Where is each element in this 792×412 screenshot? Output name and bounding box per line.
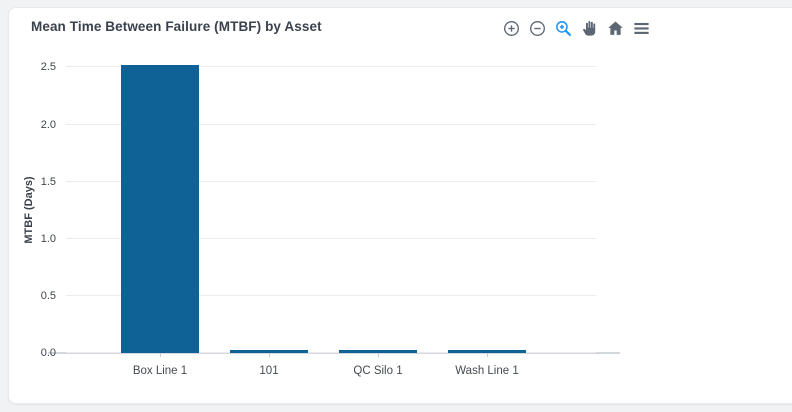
x-tick-label-qc-silo-1: QC Silo 1 [353, 365, 403, 377]
menu-icon[interactable] [631, 18, 652, 39]
gridline-y-2.5 [66, 66, 596, 68]
x-tick-mark-101 [269, 353, 270, 357]
x-tick-label-wash-line-1: Wash Line 1 [455, 365, 519, 377]
chart-toolbar [501, 18, 652, 39]
zoom-out-icon[interactable] [527, 18, 548, 39]
box-zoom-icon[interactable] [553, 18, 574, 39]
x-axis-line [48, 352, 620, 354]
bar-box-line-1[interactable] [121, 65, 199, 353]
y-tick-label-0.5: 0.5 [40, 289, 56, 302]
pan-icon[interactable] [579, 18, 600, 39]
chart-title: Mean Time Between Failure (MTBF) by Asse… [31, 19, 322, 34]
plot-wrap: MTBF (Days) 0.0 0.5 1.0 1.5 2.0 2.5 Box Line 1… [9, 8, 792, 405]
plot-area: 0.0 0.5 1.0 1.5 2.0 2.5 Box Line 1 101 QC Silo 1… [41, 56, 620, 377]
gridline-y-1.5 [66, 180, 596, 182]
gridline-y-0.5 [66, 294, 596, 296]
x-tick-mark-wash-line-1 [487, 353, 488, 357]
x-tick-mark-box-line-1 [160, 353, 161, 357]
gridline-y-1.0 [66, 237, 596, 239]
bar-qc-silo-1[interactable] [339, 349, 417, 353]
y-tick-label-2.0: 2.0 [40, 118, 56, 131]
y-tick-label-2.5: 2.5 [40, 61, 56, 74]
gridline-y-2.0 [66, 123, 596, 125]
y-tick-label-1.0: 1.0 [40, 232, 56, 245]
x-tick-label-101: 101 [259, 365, 279, 377]
bar-101[interactable] [230, 349, 308, 353]
gridline-y-0.0 [66, 352, 596, 353]
zoom-in-icon[interactable] [501, 18, 522, 39]
y-axis-title: MTBF (Days) [23, 176, 35, 244]
x-tick-mark-qc-silo-1 [378, 353, 379, 357]
y-tick-label-0.0: 0.0 [40, 347, 56, 359]
chart-card: Mean Time Between Failure (MTBF) by Asse… [8, 7, 792, 404]
home-icon[interactable] [605, 18, 626, 39]
bar-wash-line-1[interactable] [448, 349, 526, 353]
x-tick-label-box-line-1: Box Line 1 [132, 365, 188, 377]
y-tick-label-1.5: 1.5 [40, 175, 56, 188]
